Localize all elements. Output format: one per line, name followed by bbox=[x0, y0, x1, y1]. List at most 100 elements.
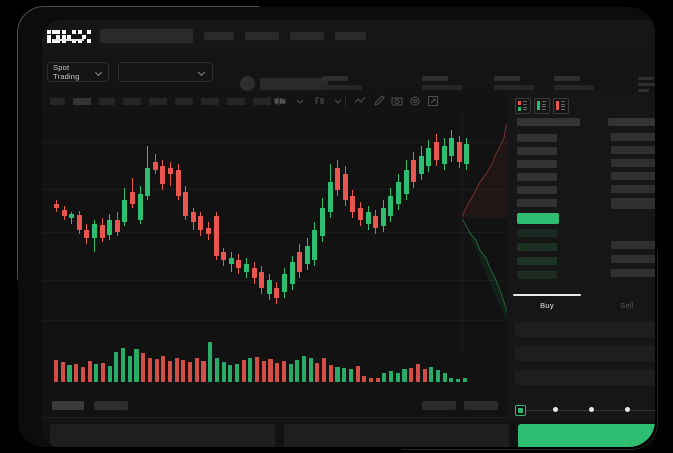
nav-item-4[interactable] bbox=[335, 32, 366, 40]
candle bbox=[213, 112, 219, 327]
volume-bar bbox=[375, 378, 380, 382]
candle bbox=[168, 112, 173, 327]
order-book-bid-amount-4[interactable] bbox=[611, 269, 655, 277]
slider-stop-25[interactable] bbox=[552, 407, 558, 412]
candle bbox=[327, 112, 333, 327]
line-chart-icon[interactable] bbox=[353, 94, 367, 108]
candle bbox=[396, 112, 401, 327]
timeframe-button-9[interactable] bbox=[253, 98, 271, 105]
chevron-down-icon-2[interactable] bbox=[331, 94, 345, 108]
order-book-header-left[interactable] bbox=[517, 118, 580, 126]
order-total-field[interactable] bbox=[515, 370, 655, 385]
order-book-ask-price-3[interactable] bbox=[517, 160, 557, 168]
order-book-ask-price-2[interactable] bbox=[517, 147, 557, 155]
timeframe-button-3[interactable] bbox=[99, 98, 115, 105]
bottom-panel-right[interactable] bbox=[518, 424, 655, 447]
nav-item-1[interactable] bbox=[204, 32, 234, 40]
slider-stop-75[interactable] bbox=[624, 407, 630, 412]
stat-24h-volume-label bbox=[554, 76, 580, 81]
slider-stop-50[interactable] bbox=[588, 407, 594, 412]
chart-tab-2[interactable] bbox=[94, 401, 128, 410]
orderbook-mode-both[interactable] bbox=[515, 98, 531, 114]
volume-bar bbox=[308, 358, 313, 382]
chart-gridline-5 bbox=[42, 320, 507, 321]
bottom-panel-mid[interactable] bbox=[284, 424, 509, 447]
candle bbox=[76, 112, 82, 327]
candlestick-type-icon[interactable] bbox=[273, 94, 287, 108]
candle bbox=[426, 112, 432, 327]
order-book-ask-amount-2[interactable] bbox=[611, 146, 655, 154]
search-input[interactable] bbox=[100, 29, 193, 43]
price-chart[interactable] bbox=[42, 112, 507, 395]
order-price-field[interactable] bbox=[515, 322, 655, 337]
bottom-panel-left[interactable] bbox=[50, 424, 275, 447]
volume-bar bbox=[342, 367, 347, 382]
market-type-dropdown[interactable]: Spot Trading bbox=[47, 62, 109, 82]
timeframe-button-4[interactable] bbox=[123, 98, 141, 105]
fullscreen-icon[interactable] bbox=[426, 94, 440, 108]
stat-24h-volume bbox=[554, 76, 594, 90]
pair-coin-avatar bbox=[240, 76, 255, 91]
order-book-ask-price-6[interactable] bbox=[517, 199, 557, 207]
trading-pair-dropdown[interactable] bbox=[118, 62, 213, 82]
order-book-ask-price-4[interactable] bbox=[517, 173, 557, 181]
order-book-ask-price-1[interactable] bbox=[517, 134, 557, 142]
chart-settings-icon[interactable] bbox=[408, 94, 422, 108]
volume-bar bbox=[395, 372, 400, 382]
volume-bar bbox=[275, 362, 280, 382]
volume-bar bbox=[295, 360, 300, 382]
timeframe-button-7[interactable] bbox=[201, 98, 219, 105]
nav-item-2[interactable] bbox=[245, 32, 279, 40]
tab-sell[interactable]: Sell bbox=[620, 301, 634, 310]
order-book-bid-amount-0[interactable] bbox=[611, 201, 655, 209]
tab-buy[interactable]: Buy bbox=[540, 301, 554, 310]
order-amount-field[interactable] bbox=[515, 346, 655, 361]
candle bbox=[244, 112, 249, 327]
orderbook-mode-bids[interactable] bbox=[534, 98, 550, 114]
timeframe-button-6[interactable] bbox=[175, 98, 193, 105]
volume-bar bbox=[154, 359, 159, 382]
chart-action-2[interactable] bbox=[464, 401, 498, 410]
order-book-bid-price-1[interactable] bbox=[517, 229, 557, 237]
candle bbox=[388, 112, 394, 327]
nav-item-3[interactable] bbox=[290, 32, 324, 40]
order-book-ask-amount-3[interactable] bbox=[611, 159, 655, 167]
drawing-tools-icon[interactable] bbox=[372, 94, 386, 108]
okx-logo[interactable] bbox=[47, 30, 91, 44]
order-book-rows bbox=[507, 118, 655, 302]
candle bbox=[175, 112, 181, 327]
order-book-bid-price-4[interactable] bbox=[517, 271, 557, 279]
candle bbox=[92, 112, 97, 327]
amount-slider[interactable] bbox=[515, 404, 655, 418]
chart-gridline-1 bbox=[42, 142, 507, 143]
chart-bottom-tabs bbox=[42, 395, 507, 418]
orderbook-mode-asks[interactable] bbox=[553, 98, 569, 114]
order-book-ask-price-5[interactable] bbox=[517, 186, 557, 194]
hamburger-icon[interactable] bbox=[638, 77, 655, 95]
timeframe-button-2[interactable] bbox=[73, 98, 91, 105]
order-book-ask-amount-4[interactable] bbox=[611, 172, 655, 180]
indicators-icon[interactable] bbox=[312, 94, 326, 108]
slider-handle[interactable] bbox=[515, 405, 526, 416]
chart-action-1[interactable] bbox=[422, 401, 456, 410]
chevron-down-icon[interactable] bbox=[293, 94, 307, 108]
volume-bar bbox=[409, 367, 414, 382]
volume-bar bbox=[114, 351, 119, 382]
volume-bar bbox=[100, 362, 106, 382]
timeframe-button-1[interactable] bbox=[50, 98, 65, 105]
candle bbox=[464, 112, 470, 327]
order-book-mid-price[interactable] bbox=[517, 213, 559, 224]
timeframe-button-5[interactable] bbox=[149, 98, 167, 105]
order-book-ask-amount-1[interactable] bbox=[611, 133, 655, 141]
order-book-bid-amount-2[interactable] bbox=[611, 241, 655, 249]
order-book-header-right[interactable] bbox=[608, 118, 655, 126]
order-book-bid-price-3[interactable] bbox=[517, 257, 557, 265]
order-book-bid-amount-3[interactable] bbox=[611, 255, 655, 263]
candle bbox=[274, 112, 280, 327]
order-book-bid-price-2[interactable] bbox=[517, 243, 557, 251]
chart-tab-1[interactable] bbox=[52, 401, 84, 410]
candle bbox=[259, 112, 265, 327]
order-book-ask-amount-5[interactable] bbox=[611, 185, 655, 193]
snapshot-icon[interactable] bbox=[390, 94, 404, 108]
timeframe-button-8[interactable] bbox=[227, 98, 245, 105]
